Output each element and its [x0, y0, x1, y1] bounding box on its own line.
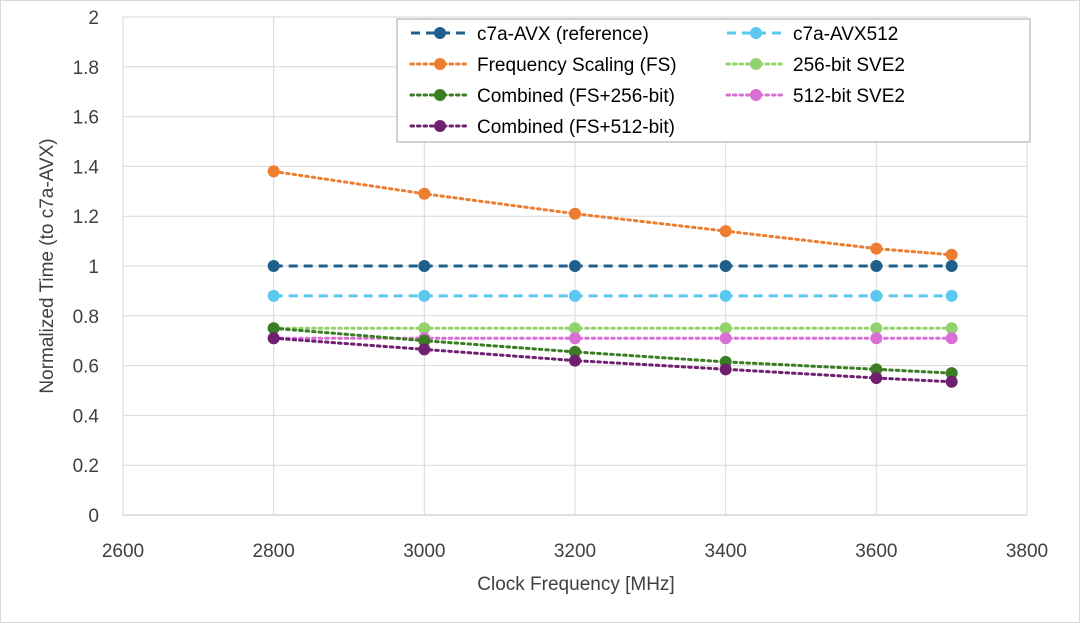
- data-point: [945, 375, 958, 388]
- series-512-bit-sve2: [267, 332, 958, 345]
- data-point: [418, 187, 431, 200]
- data-point: [267, 289, 280, 302]
- legend-swatch-marker: [750, 58, 762, 70]
- series-frequency-scaling-fs: [267, 165, 958, 261]
- legend-entry: Frequency Scaling (FS): [409, 55, 677, 76]
- data-point: [569, 345, 581, 358]
- data-point: [267, 332, 280, 345]
- legend-entry: Combined (FS+512-bit): [409, 117, 675, 138]
- data-point: [870, 363, 883, 376]
- legend-swatch-marker: [434, 27, 446, 39]
- y-tick-label: 1.4: [73, 157, 100, 178]
- series-combined-fs-512-bit: [267, 332, 958, 388]
- data-point: [569, 207, 581, 220]
- data-point: [418, 343, 431, 356]
- y-tick-label: 1: [88, 257, 99, 278]
- y-tick-label: 1.8: [73, 58, 99, 79]
- y-tick-label: 1.2: [73, 207, 99, 228]
- data-point: [870, 260, 883, 272]
- x-tick-label: 3200: [554, 541, 596, 562]
- series-c7a-avx512: [267, 289, 958, 302]
- series-combined-fs-256-bit: [267, 322, 958, 380]
- x-tick-label: 3400: [705, 541, 747, 562]
- data-point: [569, 260, 581, 272]
- data-point: [418, 289, 431, 302]
- data-point: [719, 260, 732, 272]
- series-line: [272, 336, 954, 384]
- y-tick-label: 0.8: [73, 307, 99, 328]
- data-point: [945, 367, 958, 380]
- data-point: [870, 289, 883, 302]
- x-tick-label: 3600: [855, 541, 897, 562]
- y-axis-title: Normalized Time (to c7a-AVX): [37, 138, 58, 393]
- data-point: [418, 322, 431, 335]
- data-point: [870, 332, 883, 345]
- legend-swatch-marker: [434, 120, 446, 132]
- legend-swatch-marker: [750, 89, 762, 101]
- series-c7a-avx-reference: [267, 260, 958, 272]
- data-point: [945, 332, 958, 345]
- x-tick-label: 3000: [403, 541, 445, 562]
- y-tick-label: 2: [88, 8, 99, 29]
- legend-label: 256-bit SVE2: [793, 55, 905, 76]
- data-point: [945, 260, 958, 272]
- data-point: [945, 248, 958, 261]
- data-point: [267, 260, 280, 272]
- data-point: [870, 242, 883, 255]
- y-tick-label: 1.6: [73, 108, 99, 129]
- legend-entry: 512-bit SVE2: [725, 86, 905, 107]
- data-point: [418, 260, 431, 272]
- series-layer: [267, 165, 958, 388]
- legend-swatch-marker: [434, 58, 446, 70]
- legend-swatch-marker: [750, 27, 762, 39]
- data-point: [719, 363, 732, 376]
- y-tick-label: 0.6: [73, 357, 99, 378]
- data-point: [719, 225, 732, 238]
- y-tick-label: 0.2: [73, 456, 99, 477]
- data-point: [569, 322, 581, 335]
- data-point: [569, 289, 581, 302]
- legend-label: c7a-AVX (reference): [477, 24, 649, 45]
- x-tick-label: 3800: [1006, 541, 1048, 562]
- data-point: [945, 289, 958, 302]
- x-tick-label: 2800: [253, 541, 295, 562]
- legend-label: Frequency Scaling (FS): [477, 55, 677, 76]
- x-tick-label: 2600: [102, 541, 144, 562]
- data-point: [267, 322, 280, 335]
- data-point: [418, 334, 431, 347]
- legend-entry: c7a-AVX512: [727, 24, 898, 45]
- x-axis-title: Clock Frequency [MHz]: [477, 574, 674, 595]
- x-axis-ticks: 2600 2800 3000 3200 3400 3600 3800: [102, 541, 1048, 562]
- data-point: [569, 354, 581, 367]
- legend-label: Combined (FS+256-bit): [477, 86, 675, 107]
- data-point: [719, 332, 732, 345]
- data-point: [569, 332, 581, 345]
- data-point: [945, 322, 958, 335]
- legend-entry: c7a-AVX (reference): [411, 24, 649, 45]
- legend-box: [396, 18, 1031, 143]
- y-tick-label: 0: [88, 506, 99, 527]
- y-axis-ticks: 0 0.2 0.4 0.6 0.8 1 1.2 1.4 1.6 1.8 2: [73, 8, 100, 527]
- legend-label: Combined (FS+512-bit): [477, 117, 675, 138]
- data-point: [719, 289, 732, 302]
- y-tick-label: 0.4: [73, 406, 100, 427]
- legend-label: c7a-AVX512: [793, 24, 898, 45]
- data-point: [870, 372, 883, 385]
- data-point: [870, 322, 883, 335]
- legend-swatch-marker: [434, 89, 446, 101]
- series-256-bit-sve2: [267, 322, 958, 335]
- series-line: [272, 169, 954, 257]
- data-point: [267, 165, 280, 178]
- series-line: [272, 326, 954, 375]
- legend: c7a-AVX (reference) c7a-AVX512 Frequency S…: [396, 18, 1031, 143]
- legend-entry: Combined (FS+256-bit): [409, 86, 675, 107]
- data-point: [719, 322, 732, 335]
- legend-entry: 256-bit SVE2: [725, 55, 905, 76]
- legend-label: 512-bit SVE2: [793, 86, 905, 107]
